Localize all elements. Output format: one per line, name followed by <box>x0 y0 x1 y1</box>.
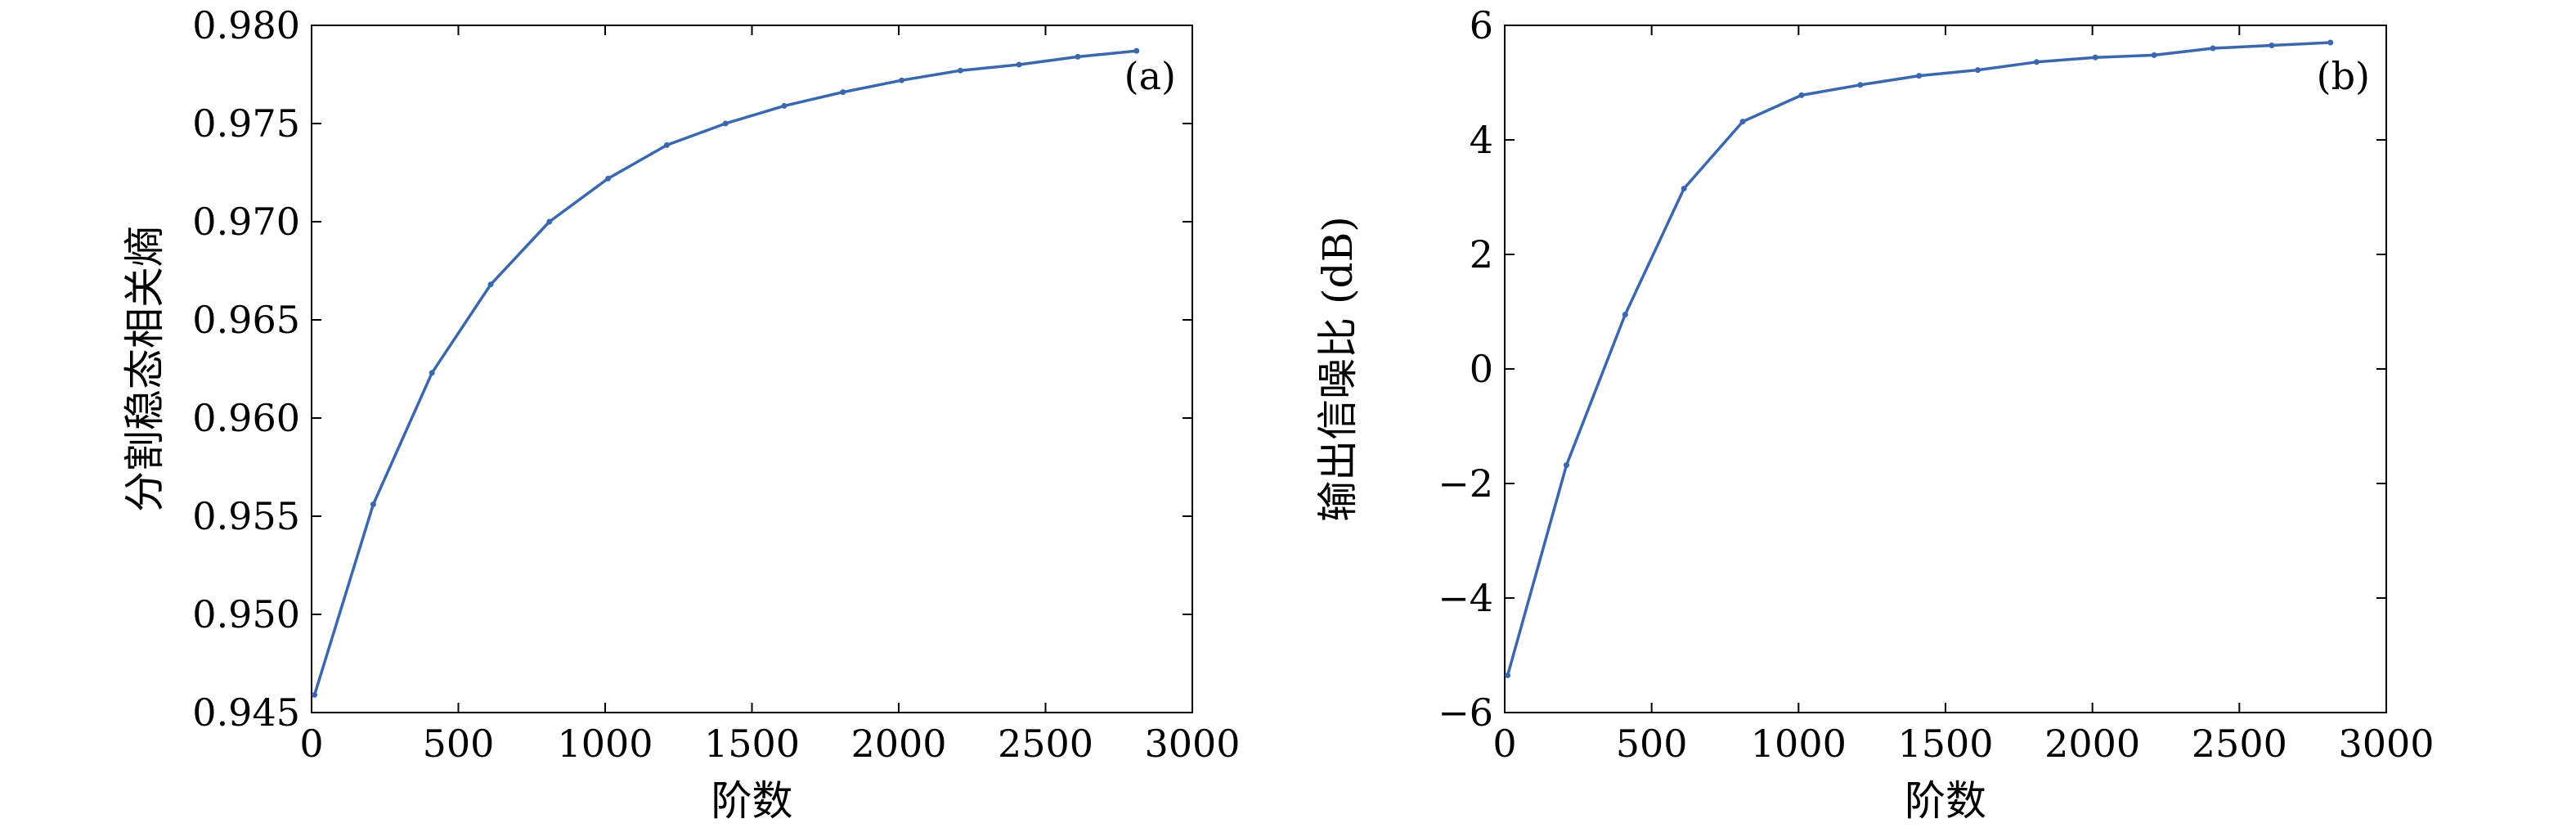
data-point <box>1563 462 1569 469</box>
y-tick-label: 6 <box>1470 3 1493 47</box>
x-tick-label: 1000 <box>1751 722 1847 766</box>
y-tick-label: 0.980 <box>192 3 300 47</box>
data-point <box>1622 312 1628 317</box>
x-tick-label: 0 <box>1492 722 1516 766</box>
data-point <box>1916 73 1923 79</box>
x-axis-title: 阶数 <box>1905 777 1986 825</box>
data-point <box>1133 47 1140 54</box>
data-point <box>605 175 612 182</box>
x-tick-label: 1500 <box>1897 722 1993 766</box>
data-point <box>957 67 963 74</box>
panel-label: (b) <box>2317 54 2370 98</box>
data-point <box>2033 59 2040 65</box>
x-tick-label: 2000 <box>2044 722 2140 766</box>
data-point <box>722 120 729 127</box>
x-tick-label: 1000 <box>557 722 653 766</box>
panel-label: (a) <box>1124 54 1176 98</box>
data-point <box>546 218 553 225</box>
data-point <box>1798 92 1805 98</box>
data-point <box>1739 119 1746 125</box>
data-point <box>840 89 846 96</box>
x-tick-label: 500 <box>423 722 495 766</box>
plot-frame <box>1504 25 2387 713</box>
chart-panel-a: 0 500 1000 1500 2000 2500 3000 0.945 0.950 0.955 0… <box>121 3 1241 825</box>
y-tick-label: −2 <box>1438 461 1493 506</box>
data-point <box>429 370 435 376</box>
y-tick-label: −4 <box>1438 576 1493 620</box>
y-tick-label: 0.975 <box>192 101 300 146</box>
y-axis-title: 分割稳态相关熵 <box>121 226 168 512</box>
x-tick-label: 500 <box>1616 722 1688 766</box>
series-line <box>312 49 1137 695</box>
chart-panel-b: 0 500 1000 1500 2000 2500 3000 −6 −4 −2 0 2 4 6 阶数 输出信噪… <box>1314 3 2435 825</box>
data-point <box>1857 82 1864 88</box>
x-tick-label: 1500 <box>704 722 800 766</box>
x-tick-label: 3000 <box>2338 722 2434 766</box>
y-tick-label: 2 <box>1470 232 1493 277</box>
data-point <box>2092 54 2098 61</box>
y-axis-title: 输出信噪比 (dB) <box>1314 216 1362 522</box>
y-tick-label: 0.945 <box>192 690 300 735</box>
data-point <box>663 142 670 148</box>
y-tick-label: 0.955 <box>192 494 300 538</box>
data-point <box>2210 45 2216 52</box>
data-point <box>1505 672 1511 678</box>
y-tick-label: 0.950 <box>192 592 300 636</box>
y-tick-label: −6 <box>1438 690 1493 735</box>
y-tick-label: 4 <box>1470 118 1493 162</box>
y-tick-label: 0 <box>1470 347 1493 391</box>
data-point <box>781 102 788 109</box>
data-point <box>487 281 494 288</box>
data-point <box>899 77 905 83</box>
x-axis-title: 阶数 <box>711 777 793 825</box>
data-point <box>1681 186 1687 191</box>
data-point <box>2151 52 2157 58</box>
x-tick-label: 2500 <box>2192 722 2287 766</box>
y-tick-label: 0.960 <box>192 396 300 440</box>
y-tick-label: 0.970 <box>192 200 300 244</box>
data-point <box>2327 39 2334 46</box>
x-tick-label: 2500 <box>998 722 1093 766</box>
series-line <box>1506 41 2331 676</box>
data-point <box>1075 53 1081 60</box>
plot-frame <box>311 25 1193 713</box>
data-point <box>370 501 376 508</box>
y-tick-label: 0.965 <box>192 298 300 342</box>
data-point <box>2269 43 2275 48</box>
data-point <box>312 691 318 698</box>
x-tick-label: 3000 <box>1144 722 1240 766</box>
x-tick-label: 0 <box>299 722 323 766</box>
data-point <box>1016 61 1022 68</box>
x-tick-label: 2000 <box>850 722 946 766</box>
data-point <box>1975 67 1981 74</box>
